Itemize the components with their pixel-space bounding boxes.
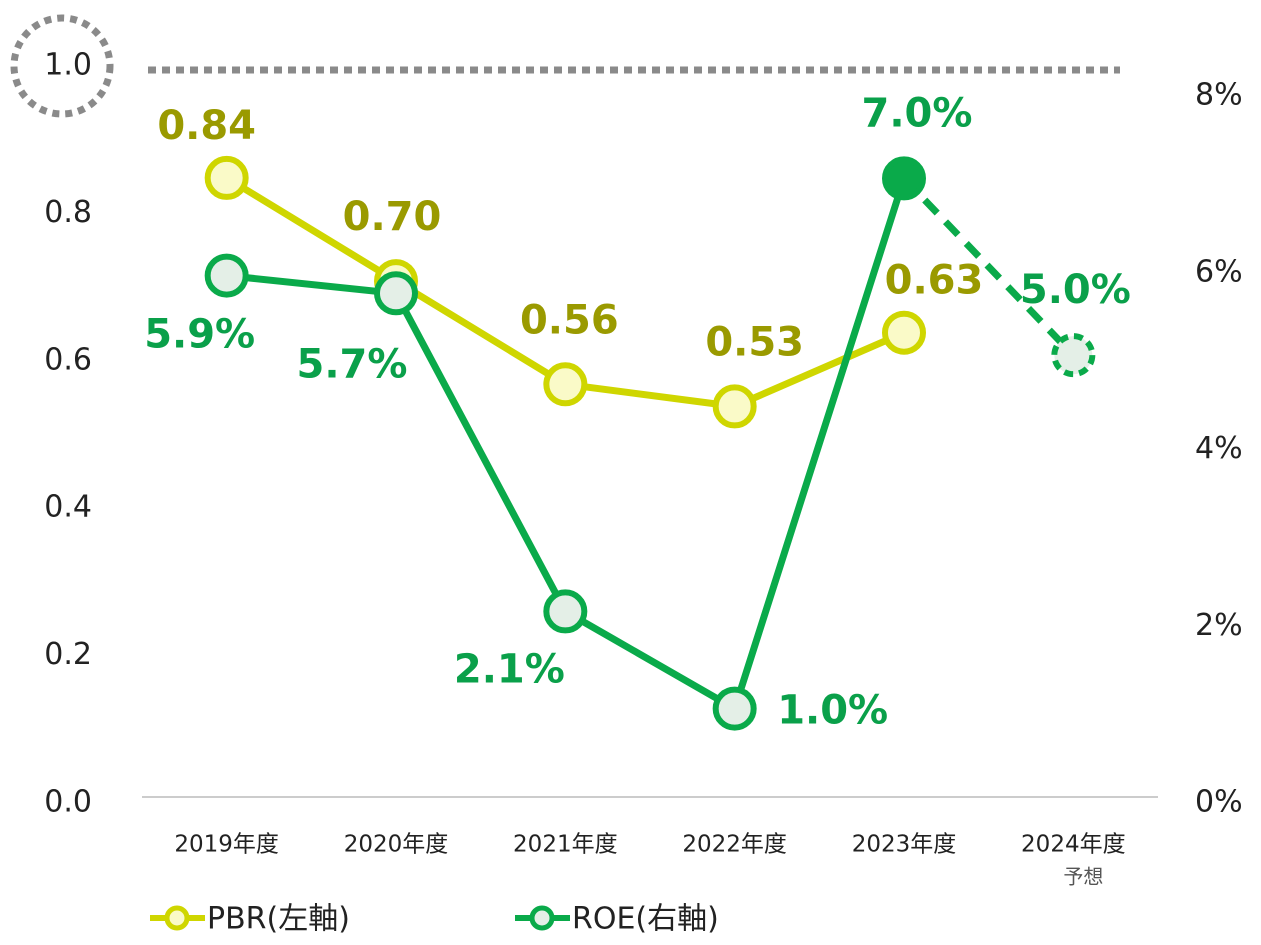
- marker: [204, 155, 249, 200]
- x-tick-label: 2022年度: [682, 832, 787, 858]
- marker: [543, 589, 588, 634]
- y2-tick-label: 0%: [1195, 785, 1243, 820]
- value-label: 0.56: [520, 297, 619, 343]
- value-label: 0.53: [705, 319, 804, 365]
- marker: [882, 156, 926, 201]
- marker: [882, 310, 926, 355]
- value-label: 5.0%: [1020, 267, 1131, 313]
- reference-highlight: [10, 14, 114, 118]
- legend-label: ROE(右軸): [572, 902, 719, 937]
- marker: [204, 253, 249, 298]
- y-tick-label: 0.4: [44, 490, 92, 525]
- value-label: 0.70: [343, 194, 442, 240]
- value-label: 7.0%: [862, 90, 973, 136]
- legend-marker: [529, 905, 555, 931]
- x-tick-label: 2021年度: [513, 832, 618, 858]
- value-label: 2.1%: [454, 646, 565, 692]
- x-tick-note: 予想: [1063, 865, 1103, 889]
- y-tick-label: 0.0: [44, 785, 92, 820]
- value-label: 0.84: [157, 103, 256, 149]
- y2-tick-label: 4%: [1195, 431, 1243, 466]
- x-tick-label: 2023年度: [852, 832, 957, 858]
- line-forecast: [901, 175, 1076, 358]
- marker: [1051, 333, 1096, 378]
- marker: [543, 362, 588, 407]
- marker: [712, 384, 757, 429]
- x-tick-label: 2020年度: [344, 832, 449, 858]
- value-label: 0.63: [885, 258, 984, 304]
- x-tick-label: 2024年度: [1021, 832, 1126, 858]
- x-tick-label: 2019年度: [174, 832, 279, 858]
- value-label: 5.7%: [297, 341, 408, 387]
- y-tick-label: 1.0: [44, 48, 92, 83]
- legend-marker: [164, 905, 190, 931]
- marker: [374, 271, 418, 316]
- y2-tick-label: 2%: [1195, 608, 1243, 643]
- y2-tick-label: 8%: [1195, 78, 1243, 113]
- y-tick-label: 0.2: [44, 637, 92, 672]
- value-label: 1.0%: [777, 688, 888, 734]
- legend-label: PBR(左軸): [207, 902, 350, 937]
- y2-tick-label: 6%: [1195, 254, 1243, 289]
- marker: [712, 686, 757, 731]
- y-tick-label: 0.8: [44, 195, 92, 230]
- value-label: 5.9%: [144, 312, 255, 358]
- y-tick-label: 0.6: [44, 342, 92, 377]
